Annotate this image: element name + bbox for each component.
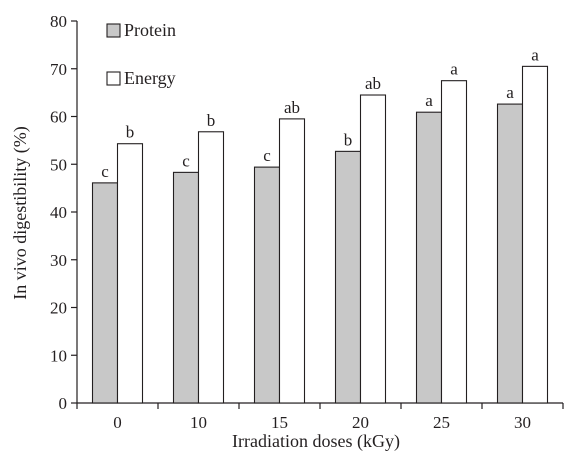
axes: 0 10 20 30 40 50 60 70 80 0 10 15 20 25 30	[50, 12, 564, 432]
x-tick-label: 0	[113, 413, 122, 432]
y-tick-label: 40	[50, 203, 67, 222]
bar-significance-label: c	[101, 162, 109, 181]
bar-energy	[116, 143, 144, 404]
bar-significance-label: c	[182, 151, 190, 170]
x-tick-label: 10	[190, 413, 207, 432]
y-tick-label: 0	[59, 394, 68, 413]
bar-energy	[197, 131, 225, 404]
bar-protein	[172, 171, 200, 404]
bar-significance-label: a	[450, 60, 458, 79]
x-tick-label: 15	[271, 413, 288, 432]
y-tick-label: 30	[50, 251, 67, 270]
bar-energy	[521, 65, 549, 404]
bar-significance-label: a	[425, 91, 433, 110]
bar-protein	[91, 182, 119, 404]
bar-significance-label: b	[126, 123, 135, 142]
bar-significance-label: b	[344, 130, 353, 149]
legend-swatch-protein	[106, 23, 121, 38]
bar-protein	[415, 111, 443, 404]
bar-significance-label: ab	[284, 98, 300, 117]
y-tick-label: 80	[50, 12, 67, 31]
bar-significance-label: ab	[365, 74, 381, 93]
x-tick-label: 30	[514, 413, 531, 432]
y-tick-label: 60	[50, 108, 67, 127]
y-tick-label: 70	[50, 60, 67, 79]
bar-significance-label: b	[207, 111, 216, 130]
x-tick-label: 25	[433, 413, 450, 432]
legend-label-energy: Energy	[124, 68, 176, 88]
bar-energy	[278, 118, 306, 404]
x-tick-label: 20	[352, 413, 369, 432]
bar-energy	[359, 94, 387, 404]
y-axis-title: In vivo digestibility (%)	[10, 126, 31, 299]
bar-significance-label: a	[506, 83, 514, 102]
bar-protein	[334, 150, 362, 404]
y-tick-label: 50	[50, 155, 67, 174]
legend-swatch-energy	[106, 71, 121, 86]
bar-protein	[496, 103, 524, 404]
y-tick-label: 10	[50, 346, 67, 365]
legend-label-protein: Protein	[124, 20, 176, 40]
bar-energy	[440, 80, 468, 404]
y-tick-label: 20	[50, 299, 67, 318]
bar-protein	[253, 166, 281, 404]
bar-significance-label: a	[531, 45, 539, 64]
legend: Protein Energy	[106, 20, 176, 88]
bar-significance-label: c	[263, 146, 271, 165]
x-axis-title: Irradiation doses (kGy)	[232, 431, 400, 452]
